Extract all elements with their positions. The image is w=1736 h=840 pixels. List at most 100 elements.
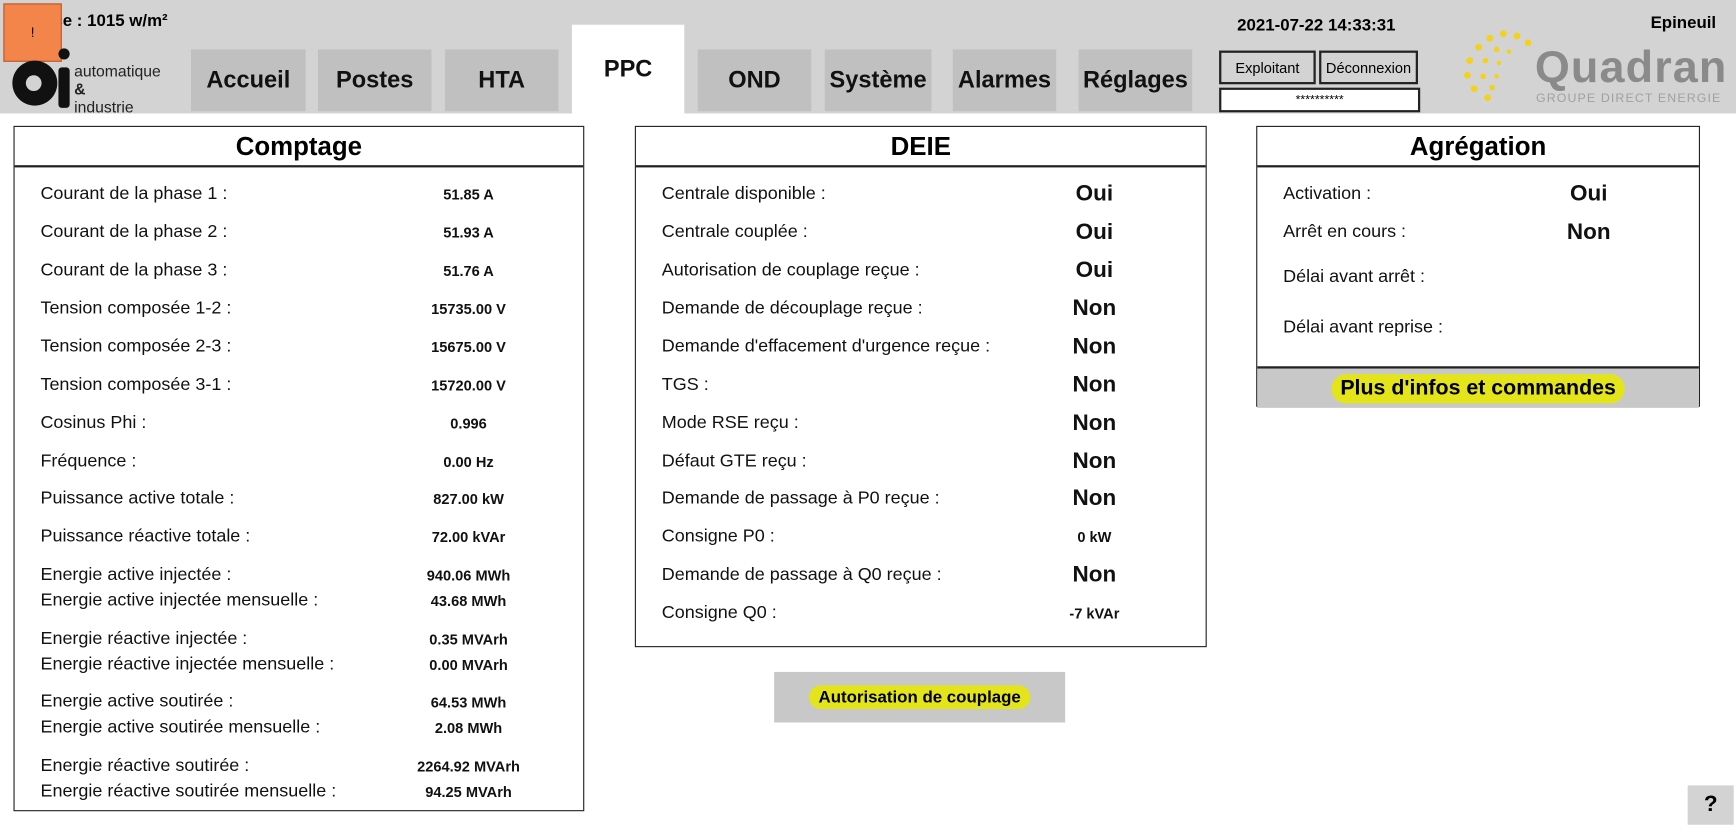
nav-tab[interactable]: Réglages (1078, 49, 1193, 112)
row-label: Energie réactive injectée : (40, 629, 248, 649)
row-value: 15675.00 V (431, 338, 506, 356)
row-label: Cosinus Phi : (40, 413, 147, 433)
row-value: Oui (1075, 181, 1114, 207)
nav-tab[interactable]: Système (824, 49, 932, 112)
row-value: Non (1566, 219, 1611, 245)
nav-tab[interactable]: Accueil (191, 49, 306, 112)
password-field[interactable]: ********** (1219, 87, 1421, 113)
site-name: Epineuil (1650, 13, 1717, 33)
row-label: Demande d'effacement d'urgence reçue : (661, 337, 991, 357)
row-label: Energie active soutirée : (40, 692, 234, 712)
row-label: Energie active injectée mensuelle : (40, 591, 319, 611)
logo-line: industrie (74, 97, 134, 116)
row-label: Centrale disponible : (661, 184, 826, 204)
row-value: 0.00 Hz (443, 453, 494, 471)
irradiance: ance : 1015 w/m² (33, 11, 168, 31)
row-value: Non (1072, 334, 1117, 359)
row-label: Energie réactive soutirée mensuelle : (40, 782, 337, 802)
row-label: Délai avant reprise : (1283, 317, 1444, 338)
row-value: Non (1072, 562, 1117, 588)
brand-tagline: GROUPE DIRECT ENERGIE (1535, 92, 1722, 106)
tab-label: Réglages (1082, 66, 1188, 93)
nav-tab[interactable]: Postes (317, 49, 432, 112)
tab-label: Système (829, 66, 927, 93)
row-label: Consigne Q0 : (661, 603, 777, 623)
row-label: TGS : (661, 375, 709, 395)
row-label: Courant de la phase 2 : (40, 222, 228, 242)
row-label: Demande de découplage reçue : (661, 298, 923, 318)
logo-text: automatique & industrie (74, 62, 161, 116)
row-label: Energie réactive injectée mensuelle : (40, 655, 335, 675)
row-value: 64.53 MWh (430, 693, 507, 711)
row-label: Puissance active totale : (40, 488, 235, 508)
row-value: Non (1072, 448, 1117, 474)
row-label: Consigne P0 : (661, 526, 775, 547)
agregation-panel: Agrégation Plus d'infos et commandes Act… (1256, 125, 1701, 408)
row-value: 51.76 A (443, 262, 494, 280)
brand-name: Quadran (1534, 42, 1728, 93)
tab-label: OND (728, 66, 781, 93)
row-label: Demande de passage à P0 reçue : (661, 488, 940, 508)
row-label: Tension composée 2-3 : (40, 337, 232, 357)
row-value: 15735.00 V (431, 300, 506, 318)
deie-panel: DEIE Centrale disponible : Oui Centrale co… (634, 125, 1207, 648)
row-value: Oui (1075, 219, 1114, 245)
row-label: Autorisation de couplage reçue : (661, 260, 920, 280)
brand-dots (1464, 30, 1532, 102)
row-value: -7 kVAr (1069, 605, 1120, 622)
row-label: Tension composée 3-1 : (40, 375, 232, 395)
row-value: 15720.00 V (431, 376, 506, 394)
row-label: Centrale couplée : (661, 222, 808, 242)
row-label: Energie réactive soutirée : (40, 756, 250, 776)
panel-title: Agrégation (1257, 127, 1699, 168)
row-label: Puissance réactive totale : (40, 526, 251, 547)
row-label: Demande de passage à Q0 reçue : (661, 565, 942, 585)
row-value: 94.25 MVArh (425, 783, 512, 801)
nav-tab[interactable]: PPC (571, 24, 685, 114)
row-value: Non (1072, 296, 1117, 321)
logo-line: & (74, 79, 86, 98)
logo-mark (12, 48, 70, 108)
row-value: Oui (1075, 257, 1114, 283)
row-label: Fréquence : (40, 451, 137, 471)
row-value: 51.85 A (443, 185, 494, 203)
row-value: 51.93 A (443, 224, 494, 242)
datetime: 2021-07-22 14:33:31 (1237, 15, 1396, 35)
row-label: Mode RSE reçu : (661, 413, 799, 433)
panel-title: Comptage (14, 127, 584, 168)
row-label: Délai avant arrêt : (1283, 267, 1426, 287)
tab-label: PPC (603, 56, 653, 83)
row-label: Tension composée 1-2 : (40, 298, 232, 318)
row-value: Non (1072, 410, 1117, 436)
logo-line: automatique (74, 61, 161, 80)
row-value: 827.00 kW (433, 490, 504, 508)
help-button[interactable]: ? (1687, 785, 1734, 825)
tab-label: HTA (478, 66, 526, 93)
row-value: 72.00 kVAr (431, 528, 506, 546)
row-value: Non (1072, 485, 1117, 511)
row-label: Courant de la phase 3 : (40, 260, 228, 280)
tab-label: Accueil (206, 66, 291, 93)
logout-button[interactable]: Déconnexion (1319, 50, 1418, 85)
row-value: 0.996 (450, 415, 487, 433)
row-label: Arrêt en cours : (1283, 222, 1407, 242)
nav-tab[interactable]: HTA (444, 49, 559, 112)
nav-tab[interactable]: OND (697, 49, 812, 112)
row-value: Non (1072, 372, 1117, 398)
couplage-button[interactable]: Autorisation de couplage (774, 671, 1066, 723)
tab-label: Postes (336, 66, 414, 93)
tab-label: Alarmes (957, 66, 1052, 93)
role-button[interactable]: Exploitant (1219, 50, 1316, 85)
nav-tab[interactable]: Alarmes (952, 49, 1057, 112)
panel-title: DEIE (635, 127, 1206, 168)
more-info-button[interactable]: Plus d'infos et commandes (1257, 366, 1699, 408)
row-value: Oui (1570, 181, 1608, 207)
button-label: Autorisation de couplage (809, 685, 1030, 709)
row-value: 43.68 MWh (430, 592, 507, 610)
comptage-panel: Comptage Courant de la phase 1 : 51.85 A C… (13, 125, 585, 812)
row-value: 0.35 MVArh (429, 630, 508, 648)
row-label: Energie active soutirée mensuelle : (40, 717, 321, 738)
row-label: Energie active injectée : (40, 565, 232, 585)
